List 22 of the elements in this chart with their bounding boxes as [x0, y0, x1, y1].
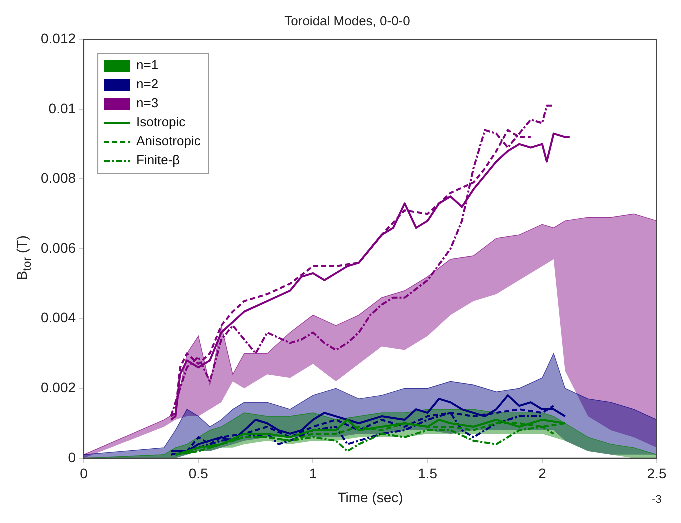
legend-label: Finite-β [136, 152, 180, 168]
y-tick-label: 0.002 [40, 379, 76, 396]
legend-label: Anisotropic [136, 134, 202, 149]
x-tick-label: 0 [80, 466, 88, 482]
text: -3 [652, 494, 662, 506]
legend-label: n=2 [136, 76, 159, 92]
x-tick-label: 1 [309, 466, 318, 482]
legend-label: n=3 [136, 96, 159, 111]
y-tick-label: 0.008 [40, 170, 76, 186]
legend-label: n=1 [136, 58, 159, 73]
y-tick-label: 0.01 [48, 100, 76, 116]
y-tick-label: 0.006 [40, 240, 76, 256]
x-tick-label: 1.5 [418, 466, 438, 482]
y-tick-label: 0.004 [40, 310, 76, 326]
x-tick-label: 0.5 [188, 466, 209, 482]
legend-label: Isotropic [136, 114, 186, 130]
y-tick-label: 0.012 [40, 30, 76, 46]
x-tick-label: 2.5 [647, 466, 667, 482]
y-tick-label: 0 [68, 449, 76, 466]
x-tick-label: 2 [538, 466, 547, 482]
chart-title: Toroidal Modes, 0-0-0 [284, 13, 410, 28]
x-axis-title: Time (sec) [338, 489, 404, 506]
